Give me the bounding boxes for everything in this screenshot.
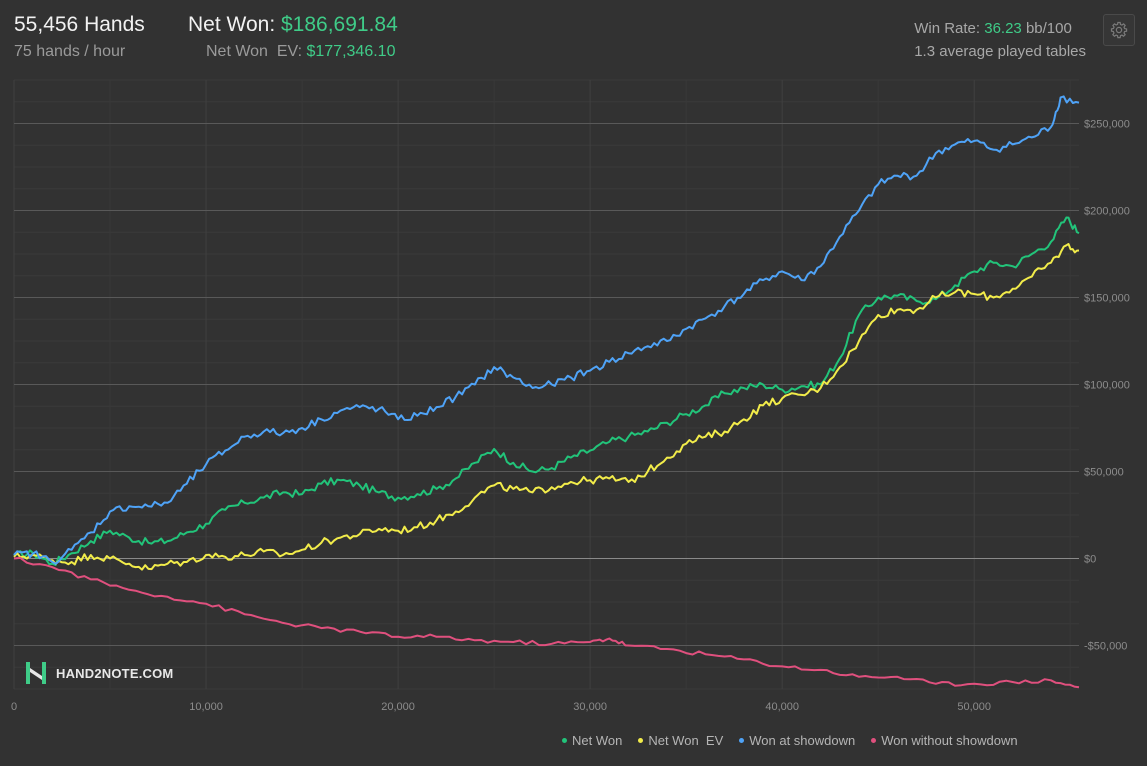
legend: Net Won Net Won EV Won at showdown Won w… bbox=[562, 733, 1018, 748]
win-rate: Win Rate: 36.23 bb/100 bbox=[914, 17, 1086, 40]
x-tick-label: 20,000 bbox=[381, 701, 415, 713]
x-tick-label: 0 bbox=[11, 701, 17, 713]
logo-text: HAND2NOTE.COM bbox=[56, 665, 174, 681]
net-won-ev: Net Won EV: $177,346.10 bbox=[206, 43, 395, 61]
net-won-value: $186,691.84 bbox=[280, 13, 398, 36]
win-rate-unit: bb/100 bbox=[1021, 20, 1072, 37]
legend-label-showdown: Won at showdown bbox=[749, 733, 856, 748]
net-won-ev-label: Net Won EV: bbox=[206, 43, 307, 60]
y-tick-label: $0 bbox=[1084, 554, 1096, 566]
legend-label-net-won-ev: Net Won EV bbox=[648, 733, 724, 748]
hands-count: 55,456 Hands bbox=[14, 13, 145, 36]
y-tick-label: $100,000 bbox=[1084, 380, 1130, 392]
net-won: Net Won: $186,691.84 bbox=[188, 13, 398, 37]
legend-item-no-showdown[interactable]: Won without showdown bbox=[871, 733, 1018, 748]
gear-icon bbox=[1110, 21, 1128, 39]
settings-button[interactable] bbox=[1103, 14, 1135, 46]
series-line-won-at-showdown bbox=[13, 95, 1080, 565]
legend-item-net-won-ev[interactable]: Net Won EV bbox=[638, 733, 723, 748]
x-tick-label: 40,000 bbox=[765, 701, 799, 713]
x-tick-label: 50,000 bbox=[957, 701, 991, 713]
x-tick-label: 10,000 bbox=[189, 701, 223, 713]
series-line-won-without-showdown bbox=[13, 556, 1080, 689]
hands-per-hour: 75 hands / hour bbox=[14, 43, 126, 60]
y-tick-label: $200,000 bbox=[1084, 206, 1130, 218]
series-line-net-won-ev bbox=[13, 243, 1080, 571]
net-won-ev-value: $177,346.10 bbox=[306, 43, 396, 60]
legend-marker-net-won bbox=[562, 738, 567, 743]
y-tick-label: $150,000 bbox=[1084, 293, 1130, 305]
series-line-net-won bbox=[13, 216, 1080, 566]
legend-label-no-showdown: Won without showdown bbox=[881, 733, 1018, 748]
y-tick-label: $250,000 bbox=[1084, 119, 1130, 131]
win-rate-value: 36.23 bbox=[984, 20, 1022, 37]
x-tick-label: 30,000 bbox=[573, 701, 607, 713]
legend-marker-no-showdown bbox=[871, 738, 877, 743]
hand2note-logo: HAND2NOTE.COM bbox=[24, 660, 173, 686]
legend-item-net-won[interactable]: Net Won bbox=[562, 733, 622, 748]
hand2note-logo-icon bbox=[26, 662, 46, 684]
net-won-label: Net Won: bbox=[188, 13, 281, 36]
legend-label-net-won: Net Won bbox=[572, 733, 623, 748]
legend-marker-showdown bbox=[739, 738, 745, 743]
win-rate-label: Win Rate: bbox=[914, 20, 985, 37]
legend-item-showdown[interactable]: Won at showdown bbox=[739, 733, 855, 748]
y-tick-label: $50,000 bbox=[1084, 467, 1124, 479]
y-tick-label: -$50,000 bbox=[1084, 641, 1127, 653]
average-tables: 1.3 average played tables bbox=[914, 43, 1086, 60]
summary-stats: Win Rate: 36.23 bb/100 1.3 average playe… bbox=[914, 17, 1086, 63]
legend-marker-net-won-ev bbox=[638, 738, 644, 743]
